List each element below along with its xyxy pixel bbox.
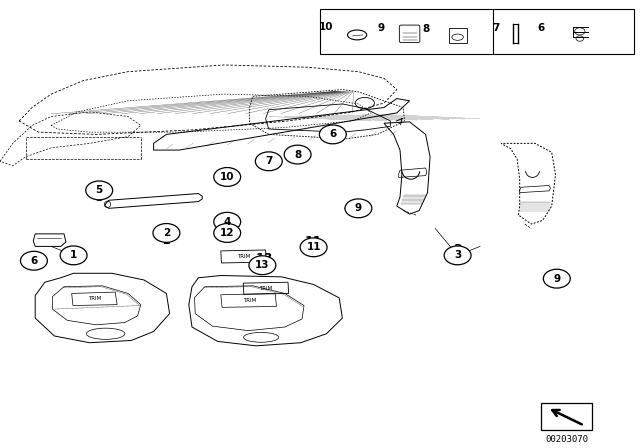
- Text: 10: 10: [319, 22, 333, 32]
- Text: 00203070: 00203070: [545, 435, 588, 444]
- Text: 11: 11: [305, 234, 323, 248]
- Bar: [449, 28, 467, 43]
- Circle shape: [60, 246, 87, 265]
- Circle shape: [214, 168, 241, 186]
- Text: 7: 7: [265, 156, 273, 166]
- Text: 7: 7: [492, 23, 500, 33]
- Text: 2: 2: [163, 228, 170, 238]
- Text: 4: 4: [224, 213, 233, 226]
- Circle shape: [543, 269, 570, 288]
- Text: 8: 8: [422, 24, 429, 34]
- Bar: [320, 9, 634, 54]
- Circle shape: [300, 238, 327, 257]
- Text: 3: 3: [453, 243, 462, 256]
- Circle shape: [255, 152, 282, 171]
- Circle shape: [249, 256, 276, 275]
- Circle shape: [153, 224, 180, 242]
- Text: 9: 9: [553, 274, 561, 284]
- Text: 6: 6: [329, 129, 337, 139]
- Text: 6: 6: [30, 256, 38, 266]
- Text: 13: 13: [255, 252, 273, 265]
- Circle shape: [284, 145, 311, 164]
- Text: 9: 9: [355, 203, 362, 213]
- Text: TRIM: TRIM: [259, 286, 272, 291]
- Text: 13: 13: [255, 260, 269, 270]
- Text: 12: 12: [220, 222, 237, 235]
- Text: 8: 8: [294, 150, 301, 159]
- Text: 2: 2: [163, 236, 170, 246]
- Text: 5: 5: [95, 185, 103, 195]
- Circle shape: [345, 199, 372, 218]
- Text: 6: 6: [537, 23, 545, 33]
- Bar: [541, 403, 592, 430]
- Text: 10: 10: [220, 172, 234, 182]
- Circle shape: [86, 181, 113, 200]
- Circle shape: [319, 125, 346, 144]
- Text: 9: 9: [377, 23, 385, 33]
- Text: 11: 11: [307, 242, 321, 252]
- Circle shape: [214, 224, 241, 242]
- Text: 12: 12: [220, 228, 234, 238]
- Text: 3: 3: [454, 250, 461, 260]
- Text: 5: 5: [95, 193, 103, 203]
- Circle shape: [444, 246, 471, 265]
- Text: 1: 1: [70, 257, 77, 267]
- Text: TRIM: TRIM: [243, 298, 256, 303]
- Circle shape: [214, 212, 241, 231]
- Text: 1: 1: [70, 250, 77, 260]
- Text: 4: 4: [223, 217, 231, 227]
- Text: TRIM: TRIM: [88, 296, 101, 302]
- Text: TRIM: TRIM: [237, 254, 250, 259]
- Circle shape: [20, 251, 47, 270]
